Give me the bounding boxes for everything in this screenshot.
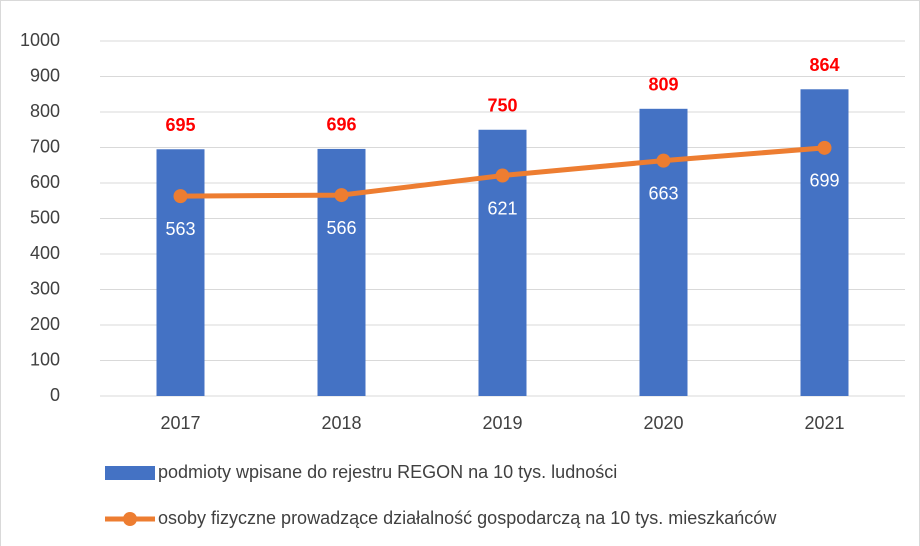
x-tick-label: 2017: [160, 413, 200, 433]
bar: [317, 148, 366, 396]
line-value-label: 566: [326, 218, 356, 238]
bar-value-label: 696: [326, 115, 356, 135]
x-tick-label: 2019: [482, 413, 522, 433]
legend-label: osoby fizyczne prowadzące działalność go…: [158, 508, 777, 528]
y-tick-label: 800: [30, 101, 60, 121]
line-value-label: 663: [648, 183, 678, 203]
bar-value-label: 695: [165, 115, 195, 135]
y-tick-label: 600: [30, 172, 60, 192]
legend-swatch: [105, 466, 155, 480]
y-tick-label: 900: [30, 65, 60, 85]
line-point: [817, 140, 832, 155]
line-point: [334, 188, 349, 203]
line-point: [173, 189, 188, 204]
line-point: [495, 168, 510, 183]
x-tick-label: 2021: [804, 413, 844, 433]
bar: [156, 149, 205, 396]
bar-value-label: 864: [809, 55, 839, 75]
legend-label: podmioty wpisane do rejestru REGON na 10…: [158, 462, 617, 482]
y-tick-label: 500: [30, 207, 60, 227]
y-tick-label: 200: [30, 314, 60, 334]
line-value-label: 699: [809, 171, 839, 191]
y-tick-label: 300: [30, 278, 60, 298]
bar: [639, 108, 688, 397]
bar-value-label: 809: [648, 75, 678, 95]
bar-value-label: 750: [487, 96, 517, 116]
line-point: [656, 153, 671, 168]
y-tick-label: 0: [50, 385, 60, 405]
bar: [800, 89, 849, 396]
line-value-label: 563: [165, 219, 195, 239]
y-tick-label: 700: [30, 136, 60, 156]
legend-swatch-marker: [123, 512, 137, 526]
y-tick-label: 400: [30, 243, 60, 263]
x-tick-label: 2018: [321, 413, 361, 433]
y-tick-label: 1000: [20, 30, 60, 50]
y-tick-label: 100: [30, 349, 60, 369]
x-tick-label: 2020: [643, 413, 683, 433]
line-value-label: 621: [487, 198, 517, 218]
